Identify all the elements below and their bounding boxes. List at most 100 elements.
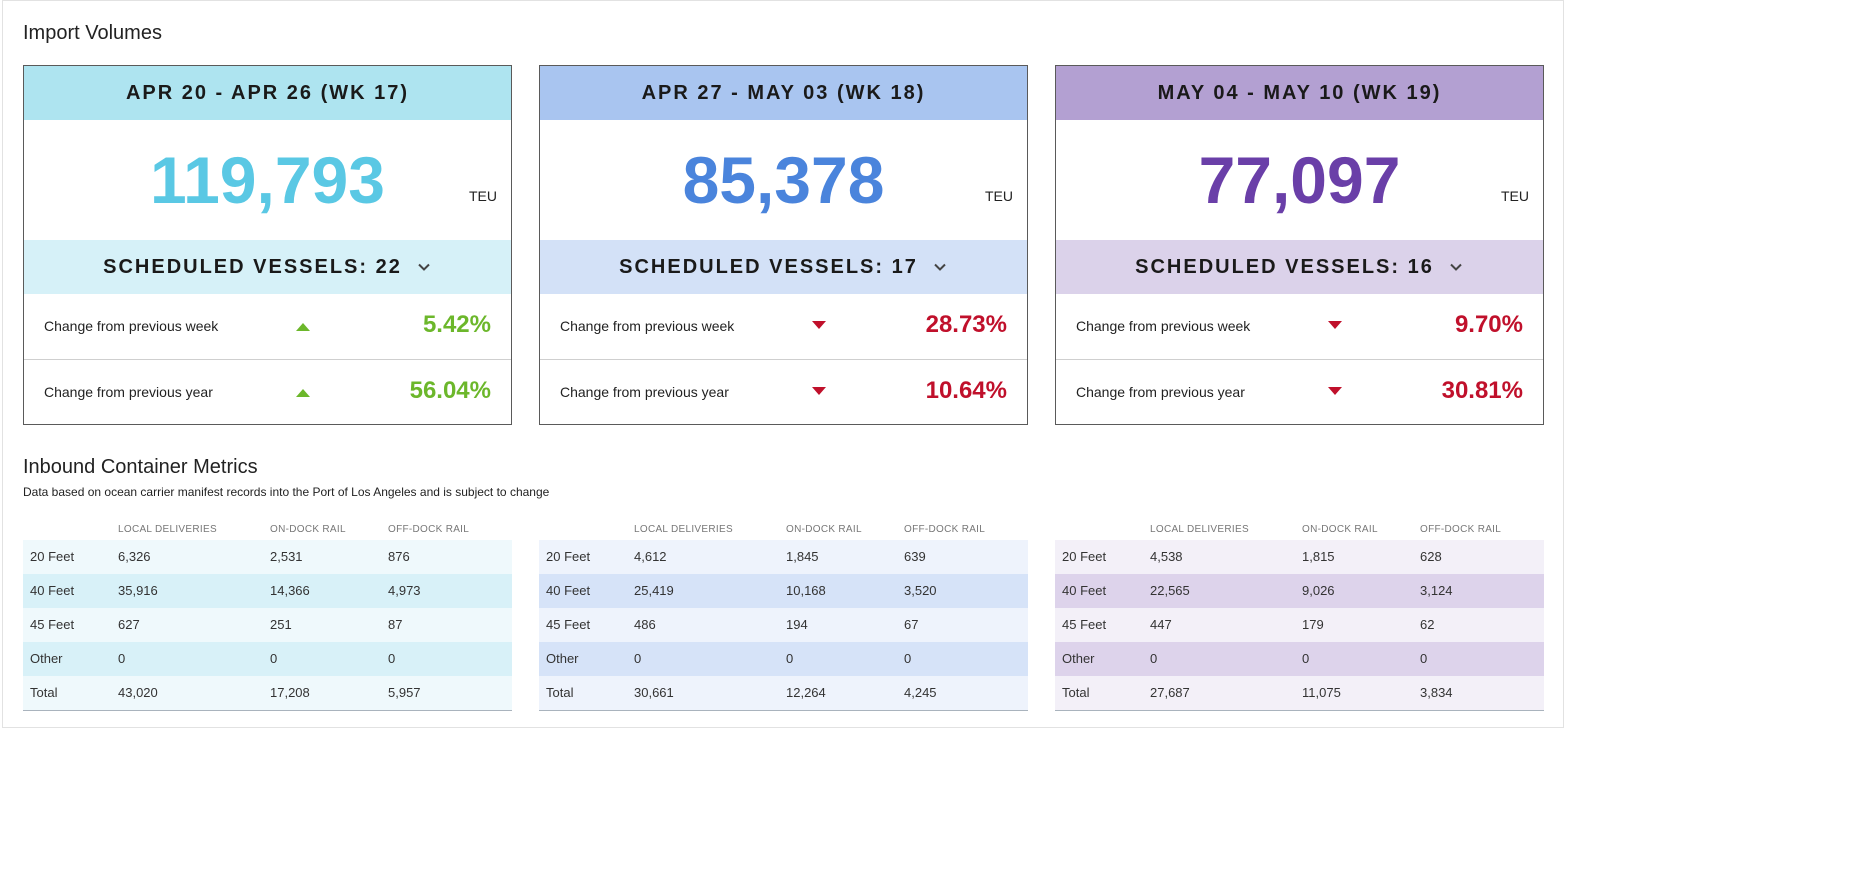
chevron-down-icon[interactable] bbox=[1448, 259, 1464, 275]
table-cell: 0 bbox=[634, 651, 642, 666]
teu-panel: 119,793 TEU bbox=[24, 120, 511, 240]
table-cell: 43,020 bbox=[118, 685, 158, 700]
table-row: 45 Feet 447 179 62 bbox=[1055, 608, 1544, 642]
table-cell: 20 Feet bbox=[30, 549, 75, 564]
table-cell: 10,168 bbox=[786, 583, 826, 598]
column-header: LOCAL DELIVERIES bbox=[1150, 524, 1249, 535]
table-row: 20 Feet 4,612 1,845 639 bbox=[539, 540, 1028, 574]
scheduled-vessels-toggle[interactable]: SCHEDULED VESSELS: 16 bbox=[1056, 240, 1543, 294]
container-metrics-table-1: LOCAL DELIVERIES ON-DOCK RAIL OFF-DOCK RAI… bbox=[23, 520, 512, 711]
week-header: APR 27 - MAY 03 (WK 18) bbox=[540, 66, 1027, 120]
triangle-up-icon bbox=[296, 323, 310, 331]
table-row: 20 Feet 4,538 1,815 628 bbox=[1055, 540, 1544, 574]
change-label: Change from previous year bbox=[560, 384, 729, 400]
table-cell: 4,245 bbox=[904, 685, 937, 700]
change-row: Change from previous year 30.81% bbox=[1056, 359, 1543, 424]
table-cell: 447 bbox=[1150, 617, 1172, 632]
table-row: Total 30,661 12,264 4,245 bbox=[539, 676, 1028, 711]
week-range-label: APR 27 - MAY 03 (WK 18) bbox=[641, 81, 926, 104]
scheduled-vessels-toggle[interactable]: SCHEDULED VESSELS: 22 bbox=[24, 240, 511, 294]
table-cell: Other bbox=[30, 651, 63, 666]
table-cell: 3,520 bbox=[904, 583, 937, 598]
table-cell: 35,916 bbox=[118, 583, 158, 598]
table-cell: 179 bbox=[1302, 617, 1324, 632]
scheduled-vessels-label: SCHEDULED VESSELS: 22 bbox=[103, 255, 402, 278]
table-cell: 876 bbox=[388, 549, 410, 564]
table-cell: 4,538 bbox=[1150, 549, 1183, 564]
table-row: 20 Feet 6,326 2,531 876 bbox=[23, 540, 512, 574]
change-percent: 5.42% bbox=[422, 311, 491, 338]
table-row: 45 Feet 486 194 67 bbox=[539, 608, 1028, 642]
table-cell: 486 bbox=[634, 617, 656, 632]
table-header: LOCAL DELIVERIES ON-DOCK RAIL OFF-DOCK RAI… bbox=[539, 520, 1028, 540]
table-cell: 0 bbox=[270, 651, 278, 666]
column-header: OFF-DOCK RAIL bbox=[1420, 524, 1502, 535]
table-cell: Total bbox=[546, 685, 574, 700]
triangle-down-icon bbox=[1328, 387, 1342, 395]
table-cell: 45 Feet bbox=[1062, 617, 1107, 632]
week-card-1: APR 20 - APR 26 (WK 17) 119,793 TEU SCHE… bbox=[23, 65, 512, 425]
column-header: LOCAL DELIVERIES bbox=[634, 524, 733, 535]
table-row: 40 Feet 22,565 9,026 3,124 bbox=[1055, 574, 1544, 608]
table-cell: 5,957 bbox=[388, 685, 421, 700]
column-header: OFF-DOCK RAIL bbox=[904, 524, 986, 535]
change-label: Change from previous week bbox=[44, 318, 219, 334]
change-percent: 28.73% bbox=[925, 311, 1007, 338]
table-row: 40 Feet 25,419 10,168 3,520 bbox=[539, 574, 1028, 608]
table-cell: 20 Feet bbox=[1062, 549, 1107, 564]
table-cell: Total bbox=[30, 685, 58, 700]
table-cell: 25,419 bbox=[634, 583, 674, 598]
teu-unit: TEU bbox=[469, 188, 497, 204]
chevron-down-icon[interactable] bbox=[416, 259, 432, 275]
table-cell: 17,208 bbox=[270, 685, 310, 700]
table-cell: 0 bbox=[118, 651, 126, 666]
table-cell: 40 Feet bbox=[30, 583, 75, 598]
table-cell: 0 bbox=[1150, 651, 1158, 666]
table-row: Other 0 0 0 bbox=[1055, 642, 1544, 676]
table-cell: 3,834 bbox=[1420, 685, 1453, 700]
scheduled-vessels-toggle[interactable]: SCHEDULED VESSELS: 17 bbox=[540, 240, 1027, 294]
table-cell: Other bbox=[546, 651, 579, 666]
table-cell: 87 bbox=[388, 617, 403, 632]
week-card-2: APR 27 - MAY 03 (WK 18) 85,378 TEU SCHED… bbox=[539, 65, 1028, 425]
column-header: OFF-DOCK RAIL bbox=[388, 524, 470, 535]
table-cell: 14,366 bbox=[270, 583, 310, 598]
change-row: Change from previous year 56.04% bbox=[24, 359, 511, 424]
chevron-down-icon[interactable] bbox=[932, 259, 948, 275]
column-header: LOCAL DELIVERIES bbox=[118, 524, 217, 535]
import-volumes-title: Import Volumes bbox=[23, 22, 162, 44]
table-cell: 6,326 bbox=[118, 549, 151, 564]
table-cell: 194 bbox=[786, 617, 808, 632]
triangle-up-icon bbox=[296, 389, 310, 397]
container-metrics-table-3: LOCAL DELIVERIES ON-DOCK RAIL OFF-DOCK RAI… bbox=[1055, 520, 1544, 711]
table-cell: 45 Feet bbox=[546, 617, 591, 632]
table-cell: 3,124 bbox=[1420, 583, 1453, 598]
table-cell: 627 bbox=[118, 617, 140, 632]
change-row: Change from previous week 28.73% bbox=[540, 294, 1027, 359]
table-cell: 628 bbox=[1420, 549, 1442, 564]
triangle-down-icon bbox=[812, 387, 826, 395]
table-cell: 0 bbox=[1302, 651, 1310, 666]
table-row: Total 27,687 11,075 3,834 bbox=[1055, 676, 1544, 711]
change-label: Change from previous year bbox=[1076, 384, 1245, 400]
table-row: 40 Feet 35,916 14,366 4,973 bbox=[23, 574, 512, 608]
table-row: Other 0 0 0 bbox=[23, 642, 512, 676]
teu-unit: TEU bbox=[985, 188, 1013, 204]
table-row: 45 Feet 627 251 87 bbox=[23, 608, 512, 642]
table-cell: Other bbox=[1062, 651, 1095, 666]
week-header: APR 20 - APR 26 (WK 17) bbox=[24, 66, 511, 120]
week-range-label: APR 20 - APR 26 (WK 17) bbox=[125, 81, 410, 104]
teu-panel: 85,378 TEU bbox=[540, 120, 1027, 240]
table-cell: 2,531 bbox=[270, 549, 303, 564]
table-cell: 40 Feet bbox=[1062, 583, 1107, 598]
table-cell: 4,612 bbox=[634, 549, 667, 564]
table-cell: 62 bbox=[1420, 617, 1435, 632]
table-cell: 0 bbox=[1420, 651, 1428, 666]
teu-total: 77,097 bbox=[1198, 143, 1401, 217]
table-cell: 0 bbox=[786, 651, 794, 666]
table-cell: 27,687 bbox=[1150, 685, 1190, 700]
table-cell: 40 Feet bbox=[546, 583, 591, 598]
change-label: Change from previous year bbox=[44, 384, 213, 400]
teu-unit: TEU bbox=[1501, 188, 1529, 204]
change-row: Change from previous year 10.64% bbox=[540, 359, 1027, 424]
